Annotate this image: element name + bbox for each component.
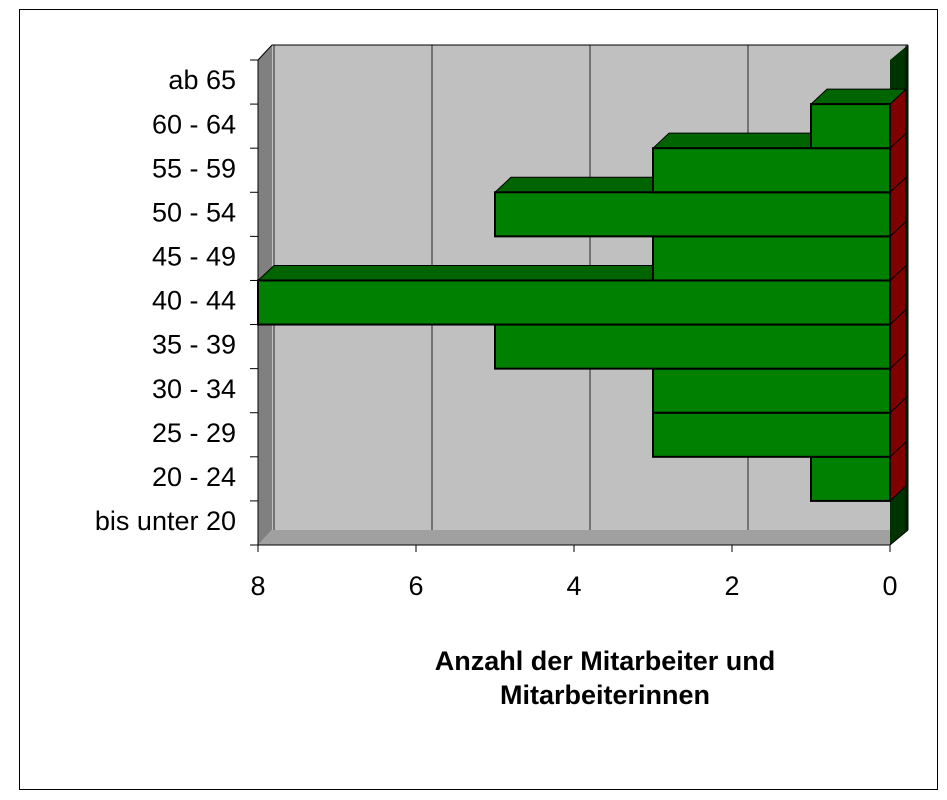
x-tick-label: 8 — [250, 571, 265, 601]
bar-top — [809, 88, 908, 105]
y-tick-label: 35 - 39 — [152, 330, 236, 360]
y-tick-label: 40 - 44 — [152, 286, 236, 316]
y-tick-label: bis unter 20 — [95, 506, 236, 536]
x-axis-title: Anzahl der Mitarbeiter und — [435, 646, 776, 676]
y-tick-label: 50 - 54 — [152, 197, 236, 227]
bar — [652, 147, 891, 194]
bar — [494, 323, 891, 370]
bar — [652, 411, 891, 458]
y-tick-label: ab 65 — [168, 65, 236, 95]
bar — [810, 455, 891, 502]
y-tick-label: 25 - 29 — [152, 418, 236, 448]
bar — [494, 191, 891, 238]
x-axis-title: Mitarbeiterinnen — [500, 680, 710, 710]
bar — [652, 367, 891, 414]
axis-edge — [889, 529, 909, 546]
bar — [257, 279, 891, 326]
y-tick-label: 20 - 24 — [152, 462, 236, 492]
floor — [258, 530, 908, 545]
y-tick-label: 30 - 34 — [152, 374, 236, 404]
bar — [652, 235, 891, 282]
x-tick-label: 6 — [408, 571, 423, 601]
y-tick-label: 55 - 59 — [152, 153, 236, 183]
x-tick-label: 2 — [724, 571, 739, 601]
x-tick-label: 0 — [882, 571, 897, 601]
y-tick-label: 60 - 64 — [152, 109, 236, 139]
axis-edge — [257, 44, 273, 61]
y-tick-label: 45 - 49 — [152, 242, 236, 272]
bar — [810, 103, 891, 150]
x-tick-label: 4 — [566, 571, 581, 601]
